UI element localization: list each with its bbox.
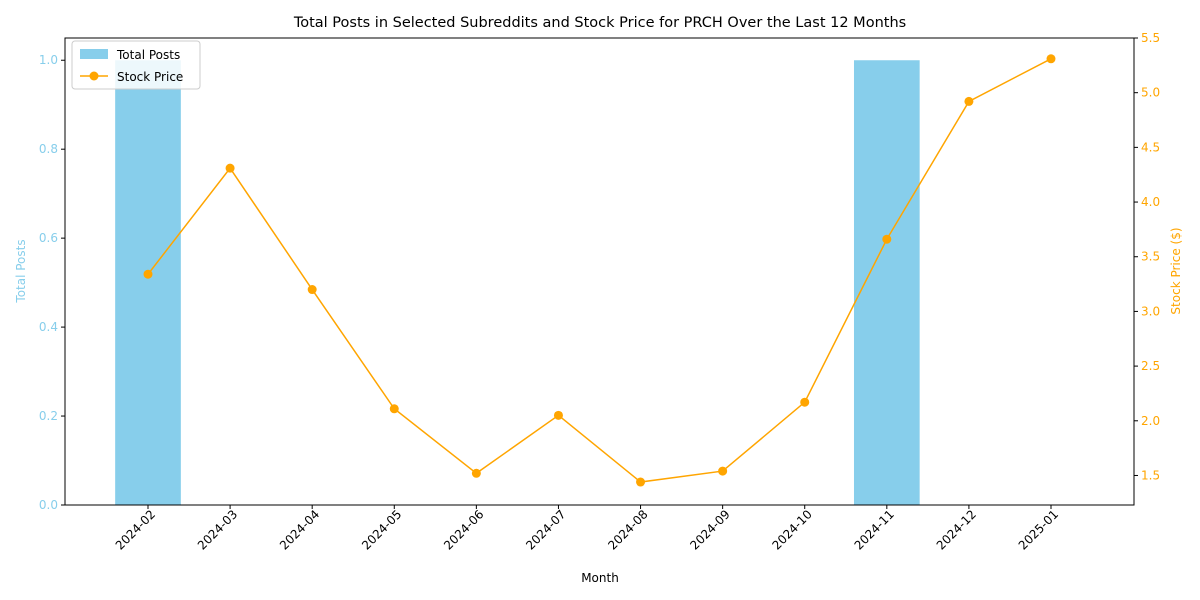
- y-right-tick-label: 4.5: [1141, 140, 1160, 154]
- y-right-tick-label: 3.0: [1141, 304, 1160, 318]
- bars-layer: [115, 60, 920, 505]
- stock-price-point: [389, 404, 399, 414]
- y-right-tick-label: 5.5: [1141, 31, 1160, 45]
- x-tick-label: 2024-10: [769, 507, 814, 552]
- plot-frame: [64, 37, 1135, 506]
- legend-label-total-posts: Total Posts: [116, 48, 180, 62]
- y-left-tick-label: 0.6: [39, 231, 58, 245]
- bar-total-posts: [115, 60, 181, 505]
- stock-price-point: [143, 269, 153, 279]
- legend-swatch-total-posts: [80, 49, 108, 59]
- x-tick-label: 2024-08: [605, 507, 650, 552]
- line-layer: [143, 54, 1056, 487]
- y-right-tick-label: 2.5: [1141, 359, 1160, 373]
- chart-title: Total Posts in Selected Subreddits and S…: [293, 15, 906, 31]
- stock-price-point: [964, 96, 974, 106]
- y-axis-right-title: Stock Price ($): [1169, 227, 1183, 314]
- x-tick-label: 2024-11: [852, 507, 897, 552]
- y-right-tick-label: 1.5: [1141, 468, 1160, 482]
- legend-marker-stock-price: [89, 71, 99, 81]
- y-axis-left-title: Total Posts: [14, 239, 28, 303]
- y-right-tick-label: 3.5: [1141, 250, 1160, 264]
- y-left-tick-label: 0.2: [39, 409, 58, 423]
- legend: Total Posts Stock Price: [71, 40, 201, 90]
- y-left-tick-label: 1.0: [39, 53, 58, 67]
- stock-price-point: [553, 410, 563, 420]
- stock-price-line: [147, 58, 1052, 483]
- x-tick-label: 2024-04: [277, 507, 322, 552]
- y-left-tick-label: 0.8: [39, 142, 58, 156]
- stock-price-point: [718, 466, 728, 476]
- stock-price-point: [1046, 54, 1056, 64]
- x-tick-label: 2024-02: [113, 507, 158, 552]
- stock-price-point: [471, 468, 481, 478]
- stock-price-point: [800, 397, 810, 407]
- x-axis: 2024-02 2024-03 2024-04 2024-05 2024-06 2024-…: [113, 505, 1061, 553]
- y-axis-right: 1.5 2.0 2.5 3.0 3.5 4.0 4.5 5.0 5.5: [1134, 31, 1160, 482]
- y-left-tick-label: 0.4: [39, 320, 58, 334]
- x-tick-label: 2024-07: [523, 507, 568, 552]
- x-tick-label: 2024-12: [934, 507, 979, 552]
- y-left-tick-label: 0.0: [39, 498, 58, 512]
- y-right-tick-label: 4.0: [1141, 195, 1160, 209]
- x-tick-label: 2024-09: [687, 507, 732, 552]
- x-tick-label: 2025-01: [1016, 507, 1061, 552]
- stock-price-point: [225, 163, 235, 173]
- x-tick-label: 2024-05: [359, 507, 404, 552]
- stock-price-point: [882, 234, 892, 244]
- bar-total-posts: [853, 60, 920, 505]
- stock-price-point: [636, 477, 646, 487]
- y-right-tick-label: 2.0: [1141, 414, 1160, 428]
- y-axis-left: 0.0 0.2 0.4 0.6 0.8 1.0: [39, 53, 65, 512]
- legend-label-stock-price: Stock Price: [117, 70, 183, 84]
- x-tick-label: 2024-03: [195, 507, 240, 552]
- x-tick-label: 2024-06: [441, 507, 486, 552]
- x-axis-title: Month: [581, 571, 619, 585]
- y-right-tick-label: 5.0: [1141, 86, 1160, 100]
- stock-price-point: [307, 285, 317, 295]
